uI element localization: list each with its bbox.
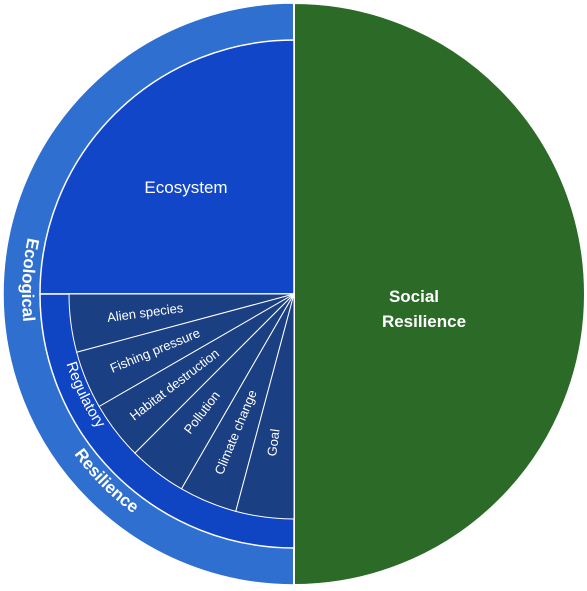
sector-label: Goal — [264, 428, 282, 457]
social-resilience-segment — [293, 1, 586, 587]
ecosystem-segment — [39, 39, 295, 295]
social-label: Social — [389, 287, 439, 306]
social-resilience-label: Resilience — [382, 312, 466, 331]
sector-6 — [235, 293, 295, 520]
ecosystem-label: Ecosystem — [144, 178, 227, 197]
